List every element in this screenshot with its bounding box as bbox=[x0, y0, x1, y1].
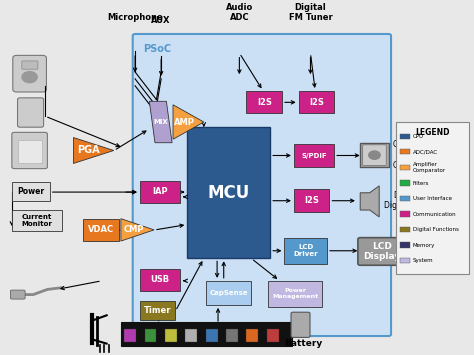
Text: Filters: Filters bbox=[413, 181, 429, 186]
Text: LEGEND: LEGEND bbox=[415, 128, 450, 137]
Polygon shape bbox=[173, 105, 204, 139]
Text: PGA: PGA bbox=[77, 146, 100, 155]
FancyBboxPatch shape bbox=[206, 281, 251, 305]
Text: I2S: I2S bbox=[257, 98, 272, 106]
FancyBboxPatch shape bbox=[140, 301, 175, 321]
FancyBboxPatch shape bbox=[246, 91, 282, 113]
FancyBboxPatch shape bbox=[18, 140, 42, 163]
FancyBboxPatch shape bbox=[121, 322, 292, 346]
FancyBboxPatch shape bbox=[10, 290, 25, 299]
FancyBboxPatch shape bbox=[124, 329, 136, 342]
FancyBboxPatch shape bbox=[12, 182, 50, 201]
FancyBboxPatch shape bbox=[83, 219, 118, 241]
FancyBboxPatch shape bbox=[400, 149, 410, 154]
FancyBboxPatch shape bbox=[165, 329, 177, 342]
Text: MCU: MCU bbox=[208, 184, 250, 202]
FancyBboxPatch shape bbox=[396, 122, 469, 274]
Text: System: System bbox=[413, 258, 434, 263]
Text: VDAC: VDAC bbox=[88, 225, 114, 234]
FancyBboxPatch shape bbox=[358, 237, 405, 265]
Text: Digital
FM Tuner: Digital FM Tuner bbox=[289, 2, 332, 22]
FancyBboxPatch shape bbox=[140, 181, 180, 203]
Text: Amplifier
Comparator: Amplifier Comparator bbox=[413, 162, 446, 173]
Text: CapSense: CapSense bbox=[210, 290, 248, 296]
FancyBboxPatch shape bbox=[363, 145, 386, 165]
FancyBboxPatch shape bbox=[360, 143, 389, 167]
FancyBboxPatch shape bbox=[12, 132, 47, 169]
FancyBboxPatch shape bbox=[299, 91, 334, 113]
Text: PSoC: PSoC bbox=[144, 44, 172, 54]
Polygon shape bbox=[73, 137, 114, 163]
Text: Optical
or
Coaxial: Optical or Coaxial bbox=[392, 140, 421, 170]
FancyBboxPatch shape bbox=[145, 329, 156, 342]
FancyBboxPatch shape bbox=[400, 258, 410, 263]
Text: Battery: Battery bbox=[284, 339, 322, 348]
FancyBboxPatch shape bbox=[294, 189, 329, 212]
Polygon shape bbox=[360, 186, 379, 217]
FancyBboxPatch shape bbox=[185, 329, 197, 342]
FancyBboxPatch shape bbox=[400, 134, 410, 139]
FancyBboxPatch shape bbox=[284, 237, 327, 263]
Text: User Interface: User Interface bbox=[413, 196, 452, 201]
Circle shape bbox=[369, 151, 380, 159]
FancyBboxPatch shape bbox=[13, 55, 46, 92]
FancyBboxPatch shape bbox=[400, 180, 410, 186]
Text: Power
Management: Power Management bbox=[272, 288, 318, 299]
FancyBboxPatch shape bbox=[400, 196, 410, 201]
Text: Timer: Timer bbox=[144, 306, 172, 316]
Text: Audio
ADC: Audio ADC bbox=[226, 2, 253, 22]
FancyBboxPatch shape bbox=[400, 242, 410, 248]
Text: LCD
Driver: LCD Driver bbox=[293, 244, 318, 257]
Text: Microphone: Microphone bbox=[107, 13, 163, 22]
Text: IAP: IAP bbox=[152, 187, 168, 196]
Text: AMP: AMP bbox=[174, 118, 195, 126]
FancyBboxPatch shape bbox=[206, 329, 218, 342]
Text: CPU: CPU bbox=[413, 134, 424, 139]
Text: Memory: Memory bbox=[413, 243, 435, 248]
FancyBboxPatch shape bbox=[133, 34, 391, 336]
Text: ADC/DAC: ADC/DAC bbox=[413, 149, 438, 154]
FancyBboxPatch shape bbox=[267, 329, 279, 342]
Text: Communication: Communication bbox=[413, 212, 456, 217]
Text: AUX: AUX bbox=[151, 16, 171, 25]
Text: DSP or
Digital Amp: DSP or Digital Amp bbox=[384, 191, 429, 211]
Text: Power: Power bbox=[17, 187, 45, 196]
Text: Current
Monitor: Current Monitor bbox=[21, 214, 52, 227]
Text: S/PDIF: S/PDIF bbox=[301, 153, 327, 159]
Text: I2S: I2S bbox=[309, 98, 324, 106]
FancyBboxPatch shape bbox=[246, 329, 258, 342]
FancyBboxPatch shape bbox=[18, 98, 44, 127]
Text: USB: USB bbox=[150, 275, 170, 284]
Circle shape bbox=[22, 72, 37, 83]
Text: MIX: MIX bbox=[153, 119, 168, 125]
FancyBboxPatch shape bbox=[291, 312, 310, 337]
FancyBboxPatch shape bbox=[268, 281, 322, 307]
Text: Digital Functions: Digital Functions bbox=[413, 227, 459, 232]
FancyBboxPatch shape bbox=[187, 127, 270, 258]
FancyBboxPatch shape bbox=[22, 61, 38, 69]
Text: I2S: I2S bbox=[304, 196, 319, 205]
Polygon shape bbox=[121, 219, 154, 241]
FancyBboxPatch shape bbox=[12, 210, 62, 231]
Text: LCD
Display: LCD Display bbox=[363, 242, 400, 261]
FancyBboxPatch shape bbox=[400, 165, 410, 170]
Polygon shape bbox=[149, 101, 172, 143]
Text: CMP: CMP bbox=[123, 225, 144, 234]
FancyBboxPatch shape bbox=[140, 269, 180, 291]
FancyBboxPatch shape bbox=[294, 144, 334, 167]
FancyBboxPatch shape bbox=[226, 329, 238, 342]
FancyBboxPatch shape bbox=[400, 212, 410, 217]
FancyBboxPatch shape bbox=[400, 227, 410, 232]
